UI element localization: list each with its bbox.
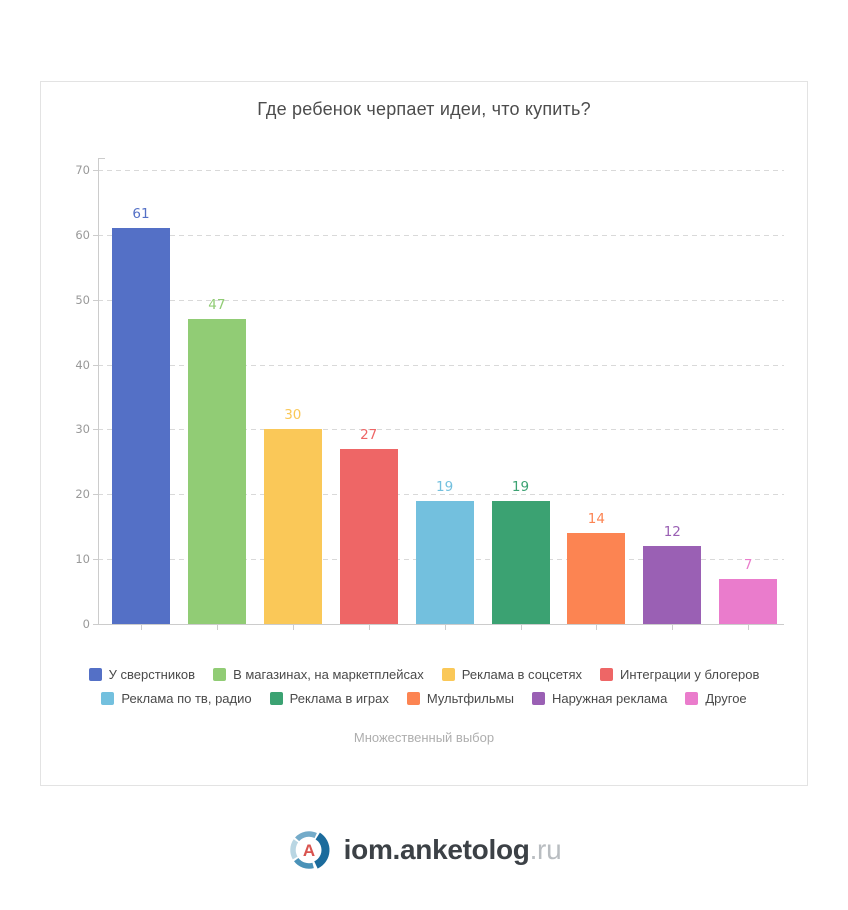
legend-label: Интеграции у блогеров (620, 667, 760, 682)
legend-row: Реклама по тв, радио Реклама в играх Мульт… (101, 691, 747, 706)
legend-swatch (101, 692, 115, 705)
gridline (98, 429, 784, 431)
bar-value-label: 27 (360, 426, 378, 443)
y-axis-cap (98, 158, 105, 159)
legend-item[interactable]: Мультфильмы (406, 691, 514, 706)
gridline (98, 494, 784, 496)
y-axis-tick (93, 624, 98, 625)
bar-value-label: 14 (587, 511, 605, 528)
bar[interactable] (491, 500, 550, 624)
legend-label: Мультфильмы (426, 691, 514, 706)
x-axis-tick (748, 625, 750, 630)
legend-label: Наружная реклама (551, 691, 668, 706)
logo-text: iom.anketolog.ru (344, 834, 562, 866)
legend-swatch (88, 668, 102, 681)
y-axis-label: 50 (75, 292, 90, 307)
legend-swatch (600, 668, 614, 681)
legend-item[interactable]: В магазинах, на маркетплейсах (213, 667, 424, 682)
y-axis-tick (93, 234, 98, 236)
legend-swatch (441, 668, 455, 681)
legend-label: Другое (705, 691, 747, 706)
bar-value-label: 12 (663, 524, 681, 541)
y-axis-tick (93, 170, 98, 171)
y-axis-label: 10 (75, 552, 90, 567)
x-axis-tick (141, 625, 142, 630)
bar[interactable] (643, 546, 702, 624)
legend-label: Реклама в играх (289, 691, 389, 706)
bar[interactable] (112, 228, 170, 624)
bar[interactable] (567, 533, 626, 624)
legend-swatch (406, 692, 420, 705)
y-axis-label: 30 (75, 422, 90, 437)
footer-logo-link[interactable]: A iom.anketolog.ru (0, 826, 848, 874)
legend-item[interactable]: Реклама в соцсетях (441, 667, 583, 682)
bar[interactable] (719, 578, 778, 624)
logo-text-suffix: .ru (529, 834, 562, 865)
bar-value-label: 30 (284, 407, 302, 424)
legend-swatch (269, 692, 283, 705)
bar[interactable] (339, 448, 398, 624)
gridline (98, 234, 784, 236)
x-axis-tick (292, 625, 294, 630)
legend-label: У сверстников (108, 667, 196, 682)
bar-value-label: 7 (743, 556, 753, 573)
legend-item[interactable]: У сверстников (88, 667, 196, 682)
legend-swatch (531, 692, 545, 705)
bar[interactable] (415, 500, 474, 624)
bar-value-label: 47 (208, 297, 226, 314)
bar[interactable] (187, 319, 246, 624)
bar-value-label: 19 (436, 478, 454, 495)
legend-row: У сверстников В магазинах, на маркетплейс… (88, 667, 759, 682)
legend-item[interactable]: Интеграции у блогеров (600, 667, 759, 682)
y-axis-line (98, 158, 99, 625)
legend-swatch (685, 692, 699, 705)
legend-label: Реклама по тв, радио (121, 691, 252, 706)
logo-text-main: iom.anketolog (343, 834, 530, 865)
x-axis-tick (216, 625, 218, 630)
legend: У сверстников В магазинах, на маркетплейс… (41, 667, 807, 706)
y-axis-label: 20 (75, 487, 90, 502)
chart-card: Где ребенок черпает идеи, что купить? 0 1… (40, 81, 808, 786)
anketolog-circle-a-icon: A (289, 831, 330, 869)
bar-value-label: 19 (511, 478, 530, 495)
x-axis-tick (672, 625, 674, 630)
gridline (98, 170, 784, 171)
x-axis-tick (368, 625, 370, 630)
y-axis-tick (93, 494, 98, 496)
bar-value-label: 61 (132, 206, 150, 223)
chart-title: Где ребенок черпает идеи, что купить? (257, 99, 591, 119)
x-axis-tick (444, 625, 446, 630)
gridline (98, 299, 784, 301)
legend-label: В магазинах, на маркетплейсах (233, 667, 424, 682)
y-axis-label: 60 (75, 227, 90, 242)
legend-swatch (213, 668, 227, 681)
y-axis-tick (93, 299, 98, 301)
x-axis-tick (596, 625, 598, 630)
y-axis-tick (93, 364, 98, 366)
logo-letter-a: A (303, 841, 315, 860)
plot-area: 0 10 20 30 40 50 60 70 61 47 30 27 19 19 14 12 7 (75, 158, 784, 631)
legend-label: Реклама в соцсетях (461, 667, 583, 682)
y-axis-label: 40 (75, 357, 90, 372)
y-axis-tick (93, 559, 98, 561)
gridline (98, 364, 784, 366)
bar[interactable] (263, 429, 322, 624)
legend-item[interactable]: Другое (685, 691, 747, 706)
y-axis-tick (93, 429, 98, 431)
x-axis-line (98, 624, 784, 625)
chart-note: Множественный выбор (353, 730, 495, 745)
legend-item[interactable]: Реклама по тв, радио (101, 691, 252, 706)
y-axis-label: 70 (75, 163, 90, 177)
x-axis-tick (520, 625, 522, 630)
legend-item[interactable]: Наружная реклама (531, 691, 668, 706)
y-axis-label: 0 (82, 617, 90, 631)
legend-item[interactable]: Реклама в играх (269, 691, 389, 706)
